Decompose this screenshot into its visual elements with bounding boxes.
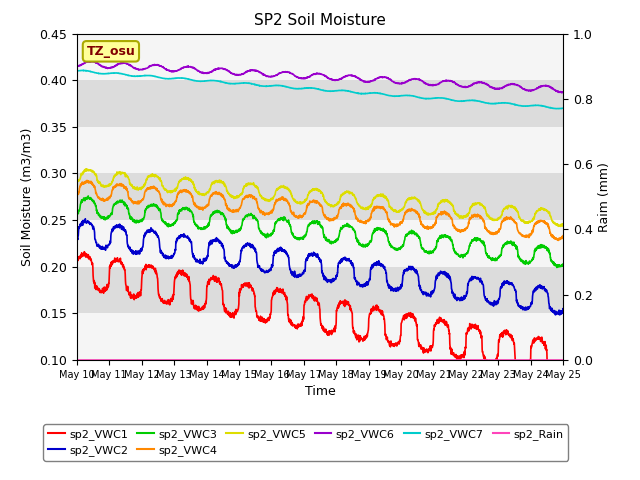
sp2_VWC5 (310, 186, 317, 192)
sp2_Rain (559, 357, 567, 363)
sp2_VWC1 (545, 367, 553, 372)
sp2_VWC3 (98, 214, 106, 220)
sp2_VWC2 (98, 244, 106, 250)
sp2_VWC5 (83, 166, 90, 172)
Bar (77, 34, 563, 80)
sp2_VWC7 (553, 106, 561, 111)
sp2_VWC6 (73, 63, 81, 69)
sp2_VWC5 (559, 221, 567, 227)
X-axis label: Time: Time (305, 385, 335, 398)
sp2_VWC6 (88, 58, 96, 64)
sp2_VWC4 (545, 225, 553, 230)
sp2_VWC5 (545, 209, 553, 215)
sp2_VWC6 (297, 75, 305, 81)
Bar (77, 80, 563, 127)
sp2_VWC2 (545, 303, 553, 309)
sp2_Rain (456, 357, 463, 363)
Text: TZ_osu: TZ_osu (86, 45, 135, 58)
sp2_VWC3 (545, 248, 553, 254)
sp2_VWC7 (73, 68, 81, 74)
sp2_VWC1 (73, 266, 81, 272)
sp2_VWC1 (81, 249, 88, 254)
sp2_VWC7 (456, 98, 464, 104)
sp2_VWC2 (456, 296, 464, 302)
Line: sp2_VWC1: sp2_VWC1 (77, 252, 563, 379)
sp2_VWC4 (310, 198, 317, 204)
sp2_VWC4 (98, 196, 106, 202)
sp2_VWC5 (98, 183, 106, 189)
sp2_VWC7 (98, 71, 106, 76)
sp2_Rain (296, 357, 304, 363)
sp2_VWC7 (559, 105, 567, 111)
sp2_VWC1 (297, 321, 305, 326)
sp2_VWC6 (98, 63, 106, 69)
sp2_Rain (545, 357, 553, 363)
sp2_VWC6 (310, 72, 317, 77)
sp2_VWC2 (556, 312, 564, 318)
sp2_Rain (545, 357, 553, 363)
sp2_VWC3 (456, 254, 464, 260)
sp2_VWC2 (297, 273, 305, 279)
Title: SP2 Soil Moisture: SP2 Soil Moisture (254, 13, 386, 28)
Line: sp2_VWC7: sp2_VWC7 (77, 71, 563, 108)
Line: sp2_VWC5: sp2_VWC5 (77, 169, 563, 227)
sp2_VWC5 (297, 199, 305, 205)
sp2_VWC6 (545, 84, 553, 89)
Bar (77, 127, 563, 173)
Bar (77, 267, 563, 313)
sp2_VWC1 (310, 295, 317, 301)
sp2_VWC2 (545, 301, 553, 307)
sp2_VWC3 (545, 249, 553, 255)
sp2_VWC7 (545, 105, 553, 111)
sp2_VWC3 (84, 193, 92, 199)
sp2_VWC2 (559, 307, 567, 312)
sp2_VWC7 (297, 86, 305, 92)
sp2_VWC3 (297, 235, 305, 240)
sp2_VWC1 (552, 376, 560, 382)
sp2_VWC7 (545, 105, 553, 110)
Line: sp2_VWC6: sp2_VWC6 (77, 61, 563, 93)
sp2_VWC6 (559, 90, 567, 96)
Line: sp2_VWC2: sp2_VWC2 (77, 219, 563, 315)
sp2_Rain (73, 357, 81, 363)
sp2_VWC7 (79, 68, 87, 73)
sp2_Rain (98, 357, 106, 363)
sp2_VWC3 (553, 264, 561, 270)
sp2_VWC2 (73, 238, 81, 243)
sp2_VWC4 (456, 229, 464, 235)
sp2_VWC4 (559, 233, 567, 239)
sp2_VWC2 (81, 216, 89, 222)
sp2_VWC6 (456, 83, 464, 89)
Bar (77, 173, 563, 220)
sp2_VWC5 (73, 180, 81, 185)
sp2_VWC6 (545, 84, 553, 89)
Bar (77, 220, 563, 267)
sp2_VWC2 (310, 249, 317, 255)
sp2_VWC7 (310, 85, 317, 91)
sp2_VWC1 (456, 354, 464, 360)
sp2_VWC5 (545, 209, 553, 215)
sp2_VWC3 (559, 263, 567, 268)
Legend: sp2_VWC1, sp2_VWC2, sp2_VWC3, sp2_VWC4, sp2_VWC5, sp2_VWC6, sp2_VWC7, sp2_Rain: sp2_VWC1, sp2_VWC2, sp2_VWC3, sp2_VWC4, … (44, 424, 568, 461)
Y-axis label: Raim (mm): Raim (mm) (598, 162, 611, 232)
sp2_VWC4 (73, 193, 81, 199)
Line: sp2_VWC4: sp2_VWC4 (77, 180, 563, 240)
sp2_VWC1 (559, 358, 567, 364)
sp2_VWC5 (556, 224, 564, 229)
sp2_VWC4 (83, 178, 91, 183)
sp2_VWC4 (297, 214, 305, 219)
sp2_VWC4 (545, 227, 553, 232)
sp2_VWC3 (310, 221, 317, 227)
Line: sp2_VWC3: sp2_VWC3 (77, 196, 563, 267)
sp2_VWC1 (545, 367, 553, 373)
Y-axis label: Soil Moisture (m3/m3): Soil Moisture (m3/m3) (20, 128, 34, 266)
sp2_VWC4 (554, 238, 562, 243)
sp2_VWC6 (557, 90, 565, 96)
sp2_VWC3 (73, 211, 81, 217)
sp2_VWC5 (456, 214, 464, 220)
sp2_Rain (310, 357, 317, 363)
Bar (77, 313, 563, 360)
sp2_VWC1 (98, 289, 106, 295)
